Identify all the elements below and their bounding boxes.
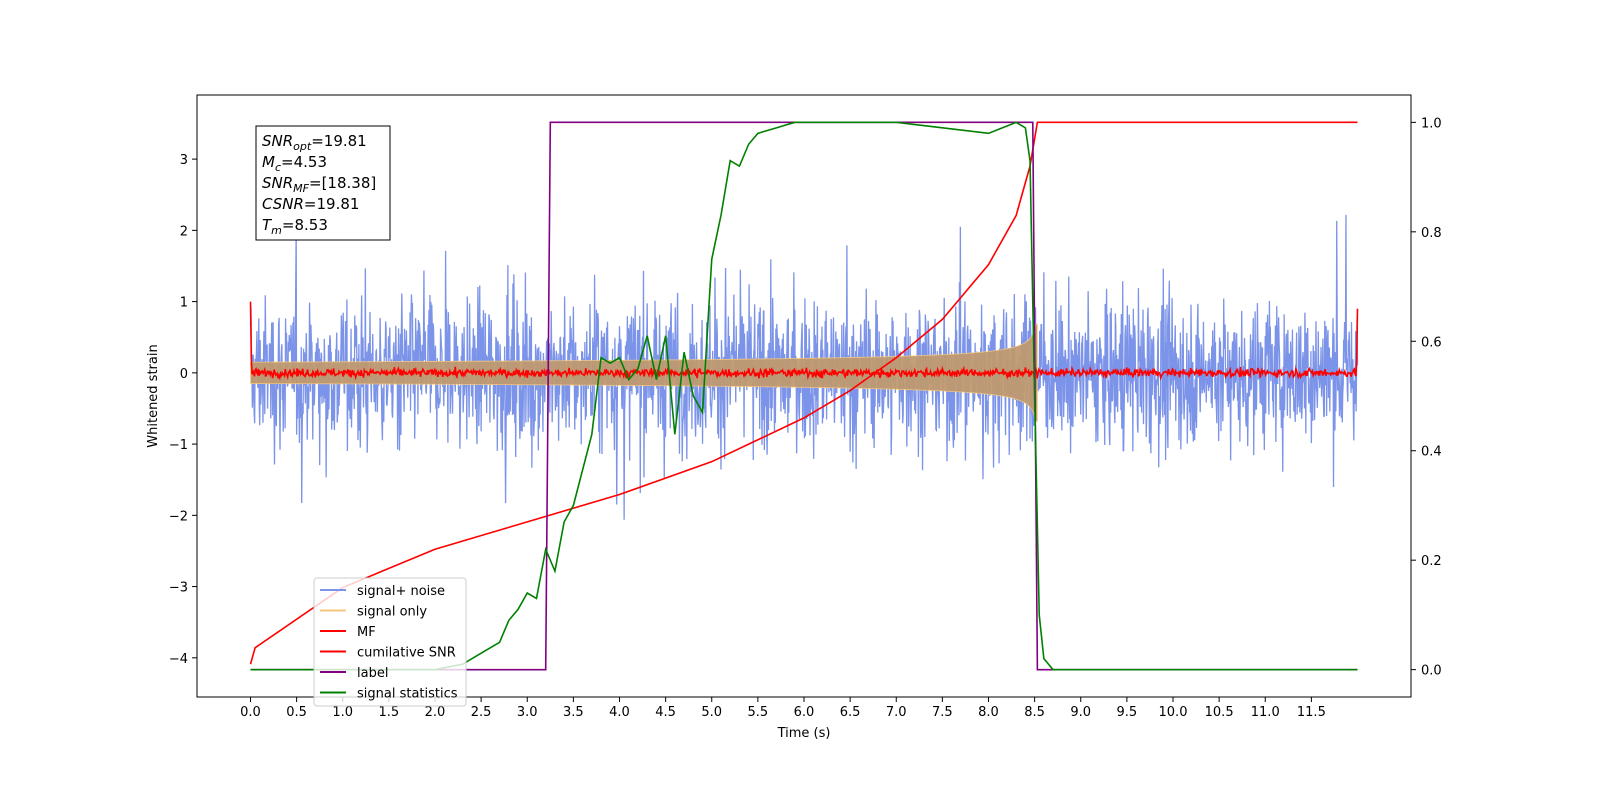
legend-frame — [313, 577, 467, 707]
x-tick-label: 3.0 — [517, 705, 538, 720]
x-tick-label: 1.0 — [332, 705, 353, 720]
x-tick-label: 4.0 — [609, 705, 630, 720]
legend-entry: label — [357, 666, 388, 681]
y-right-tick-label: 0.8 — [1421, 226, 1442, 241]
y-axis-left-ticks: 3 2 1 0 −1 −2 −3 −4 — [169, 153, 197, 667]
y-right-tick-label: 0.4 — [1421, 445, 1442, 460]
legend-entry: cumilative SNR — [357, 646, 456, 661]
legend-entry: signal statistics — [357, 687, 458, 702]
x-tick-label: 6.5 — [840, 705, 861, 720]
y-left-tick-label: −3 — [169, 581, 188, 596]
y-left-tick-label: 3 — [180, 153, 188, 168]
x-tick-label: 11.5 — [1297, 705, 1326, 720]
info-box-frame — [255, 125, 391, 241]
x-tick-label: 2.0 — [425, 705, 446, 720]
info-line: SNRMF=[18.38] — [262, 174, 376, 195]
plot-area — [249, 121, 1359, 671]
info-line: Mc=4.53 — [262, 153, 327, 174]
info-line: Tm=8.53 — [262, 216, 328, 237]
legend-entry: signal only — [357, 605, 427, 620]
x-tick-label: 7.0 — [886, 705, 907, 720]
x-tick-label: 5.5 — [748, 705, 769, 720]
y-left-tick-label: 0 — [180, 367, 188, 382]
x-tick-label: 1.5 — [379, 705, 400, 720]
y-left-tick-label: −1 — [169, 438, 188, 453]
info-line: SNRopt=19.81 — [262, 132, 367, 153]
y-right-tick-label: 0.2 — [1421, 554, 1442, 569]
x-tick-label: 8.0 — [978, 705, 999, 720]
legend-entry: MF — [357, 625, 376, 640]
x-tick-label: 10.5 — [1205, 705, 1234, 720]
y-axis-right-ticks: 1.0 0.8 0.6 0.4 0.2 0.0 — [1411, 116, 1442, 679]
legend-entry: signal+ noise — [357, 584, 445, 599]
x-tick-label: 0.5 — [286, 705, 307, 720]
y-left-tick-label: 1 — [180, 296, 188, 311]
info-box: SNRopt=19.81Mc=4.53SNRMF=[18.38]CSNR=19.… — [255, 125, 391, 241]
x-tick-label: 11.0 — [1251, 705, 1280, 720]
x-axis-ticks: 0.0 0.5 1.0 1.5 2.0 2.5 3.0 3.5 4.0 4.5 5.0 5.5 6.0 6… — [240, 697, 1326, 720]
x-tick-label: 6.0 — [794, 705, 815, 720]
x-tick-label: 9.5 — [1117, 705, 1138, 720]
x-axis-label: Time (s) — [777, 726, 831, 741]
x-tick-label: 8.5 — [1024, 705, 1045, 720]
y-left-tick-label: −4 — [169, 652, 188, 667]
x-tick-label: 5.0 — [701, 705, 722, 720]
y-axis-left-label: Whitened strain — [146, 344, 161, 447]
y-right-tick-label: 0.6 — [1421, 335, 1442, 350]
x-tick-label: 7.5 — [932, 705, 953, 720]
legend: signal+ noise signal only MF cumilative SNR… — [313, 577, 467, 707]
x-tick-label: 9.0 — [1070, 705, 1091, 720]
x-tick-label: 10.0 — [1159, 705, 1188, 720]
x-tick-label: 0.0 — [240, 705, 261, 720]
y-right-tick-label: 0.0 — [1421, 664, 1442, 679]
x-tick-label: 2.5 — [471, 705, 492, 720]
info-line: CSNR=19.81 — [262, 195, 359, 213]
series-signal-statistics — [250, 121, 1358, 671]
series-mf — [249, 301, 1359, 381]
y-left-tick-label: 2 — [180, 224, 188, 239]
y-right-tick-label: 1.0 — [1421, 116, 1442, 131]
series-cumulative-snr — [249, 121, 1358, 665]
x-tick-label: 3.5 — [563, 705, 584, 720]
x-tick-label: 4.5 — [655, 705, 676, 720]
y-left-tick-label: −2 — [169, 509, 188, 524]
